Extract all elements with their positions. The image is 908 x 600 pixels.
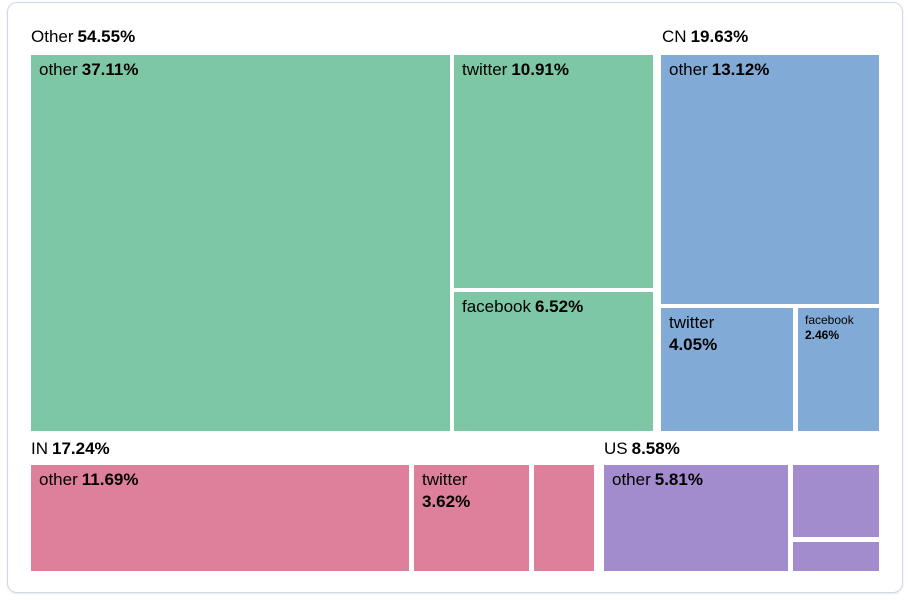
group-percent: 17.24% — [52, 439, 110, 458]
treemap-card: Other 54.55% CN 19.63% IN 17.24% US 8.58% ot… — [7, 2, 903, 593]
cell-label: twitter 4.05% — [669, 313, 718, 354]
cell-label — [793, 465, 879, 495]
group-percent: 19.63% — [690, 27, 749, 46]
treemap-cell-in-unlabeled[interactable] — [534, 465, 594, 571]
treemap-cell-cn-other[interactable]: other 13.12% — [661, 55, 879, 304]
group-label-in: IN 17.24% — [31, 438, 110, 460]
treemap-cell-us-other[interactable]: other 5.81% — [604, 465, 788, 571]
group-name: US — [604, 439, 628, 458]
cell-label: facebook 6.52% — [462, 297, 584, 316]
cell-label: other 5.81% — [612, 470, 703, 489]
group-name: Other — [31, 27, 74, 46]
cell-label: other 11.69% — [39, 470, 139, 489]
treemap-cell-other-facebook[interactable]: facebook 6.52% — [454, 292, 653, 431]
cell-label — [534, 465, 594, 495]
treemap-cell-other-other[interactable]: other 37.11% — [31, 55, 450, 431]
treemap-cell-cn-facebook[interactable]: facebook 2.46% — [798, 308, 879, 431]
cell-label: other 13.12% — [669, 60, 770, 79]
cell-label — [793, 542, 879, 571]
treemap-cell-cn-twitter[interactable]: twitter 4.05% — [661, 308, 793, 431]
group-label-other: Other 54.55% — [31, 26, 135, 48]
treemap-cell-us-unlabeled-2[interactable] — [793, 542, 879, 571]
group-name: CN — [662, 27, 687, 46]
treemap-cell-us-unlabeled-1[interactable] — [793, 465, 879, 537]
cell-label: facebook 2.46% — [805, 313, 854, 342]
treemap-cell-in-twitter[interactable]: twitter 3.62% — [414, 465, 529, 571]
cell-label: other 37.11% — [39, 60, 139, 79]
group-label-cn: CN 19.63% — [662, 26, 748, 48]
group-label-us: US 8.58% — [604, 438, 680, 460]
group-percent: 8.58% — [631, 439, 680, 458]
treemap-cell-other-twitter[interactable]: twitter 10.91% — [454, 55, 653, 288]
group-percent: 54.55% — [77, 27, 136, 46]
cell-label: twitter 10.91% — [462, 60, 570, 79]
cell-label: twitter 3.62% — [422, 470, 471, 511]
treemap-cell-in-other[interactable]: other 11.69% — [31, 465, 409, 571]
group-name: IN — [31, 439, 48, 458]
